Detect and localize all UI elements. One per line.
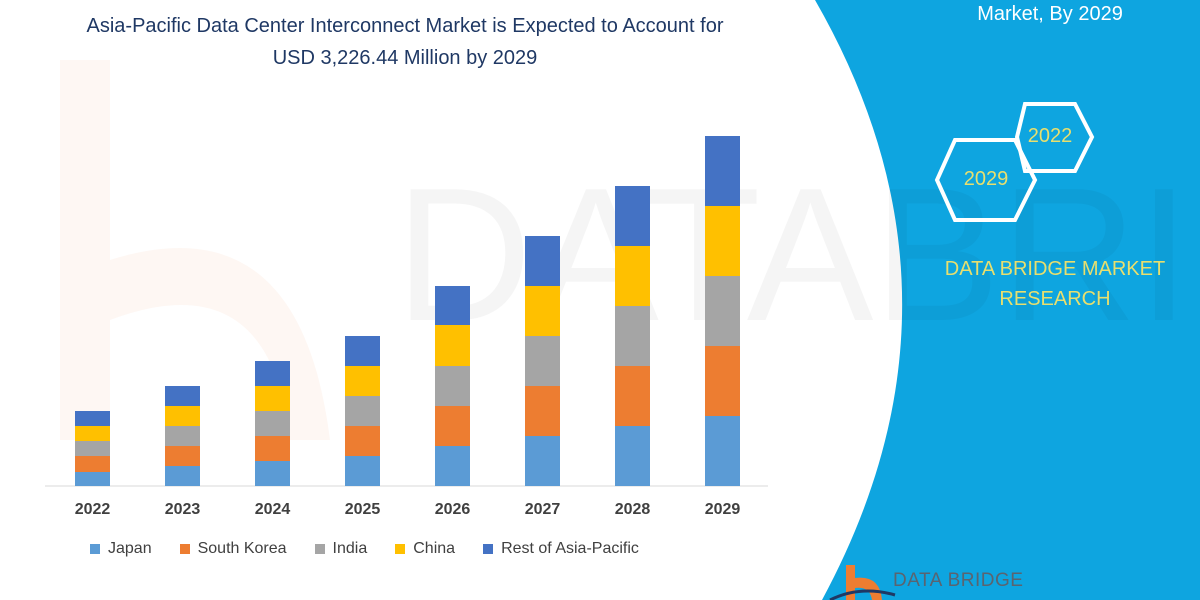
x-tick-label: 2027 xyxy=(524,501,561,518)
hex-2029 xyxy=(934,138,1038,222)
logo-text: DATA BRIDGE xyxy=(893,570,1024,591)
side-panel xyxy=(815,0,1200,600)
bar-2024-japan xyxy=(255,461,290,486)
watermark-logo xyxy=(60,60,330,440)
bar-2024-india xyxy=(255,411,290,436)
title-line-1: Asia-Pacific Data Center Interconnect Ma… xyxy=(86,15,724,37)
legend-label: South Korea xyxy=(197,540,287,557)
bar-2028-japan xyxy=(615,426,650,486)
x-tick-label: 2024 xyxy=(254,501,291,518)
bar-2028-india xyxy=(615,306,650,366)
bar-2029-china xyxy=(705,206,740,276)
bar-2022-japan xyxy=(75,472,110,486)
x-tick-label: 2023 xyxy=(164,501,201,518)
bar-2023-rest-of-asia-pacific xyxy=(165,386,200,406)
bar-2025-india xyxy=(345,396,380,426)
bar-2023-japan xyxy=(165,466,200,486)
bar-2027-south-korea xyxy=(525,386,560,436)
bar-2026-rest-of-asia-pacific xyxy=(435,286,470,325)
legend-label: Rest of Asia-Pacific xyxy=(501,540,639,557)
x-tick-label: 2026 xyxy=(434,501,471,518)
logo-icon xyxy=(829,565,896,600)
bar-2028-china xyxy=(615,246,650,306)
x-tick-label: 2022 xyxy=(74,501,111,518)
legend-swatch xyxy=(179,544,190,554)
bar-2027-china xyxy=(525,286,560,336)
legend-swatch xyxy=(483,544,494,554)
legend-item: Rest of Asia-Pacific xyxy=(483,540,639,558)
legend-item: China xyxy=(395,540,455,558)
x-tick-label: 2029 xyxy=(704,501,741,518)
legend-item: South Korea xyxy=(179,540,287,558)
bar-2027-india xyxy=(525,336,560,386)
bar-2024-china xyxy=(255,386,290,411)
legend-swatch xyxy=(314,544,325,554)
bar-2022-china xyxy=(75,426,110,441)
bar-2029-india xyxy=(705,276,740,346)
x-tick-label: 2028 xyxy=(614,501,651,518)
bar-2025-china xyxy=(345,366,380,396)
legend-item: India xyxy=(314,540,368,558)
bar-2022-south-korea xyxy=(75,456,110,472)
bar-2026-china xyxy=(435,325,470,366)
bar-2029-rest-of-asia-pacific xyxy=(705,136,740,206)
bar-2026-japan xyxy=(435,446,470,486)
bar-2027-rest-of-asia-pacific xyxy=(525,236,560,286)
bar-2029-japan xyxy=(705,416,740,486)
hex-2022 xyxy=(1014,102,1095,173)
bar-2025-rest-of-asia-pacific xyxy=(345,336,380,366)
title-line-2: USD 3,226.44 Million by 2029 xyxy=(272,47,538,69)
side-heading: Market, By 2029 xyxy=(977,3,1123,25)
bar-2023-china xyxy=(165,406,200,426)
chart-title: Asia-Pacific Data Center Interconnect Ma… xyxy=(20,10,790,74)
legend-swatch xyxy=(395,544,406,554)
bar-2023-india xyxy=(165,426,200,446)
bar-2028-rest-of-asia-pacific xyxy=(615,186,650,246)
x-tick-label: 2025 xyxy=(344,501,381,518)
bar-2024-south-korea xyxy=(255,436,290,461)
legend-label: Japan xyxy=(108,540,152,557)
bar-2029-south-korea xyxy=(705,346,740,416)
hex-label-2029: 2029 xyxy=(963,168,1009,190)
bar-2022-india xyxy=(75,441,110,456)
legend-label: India xyxy=(332,540,368,557)
bar-2028-south-korea xyxy=(615,366,650,426)
brand-text: DATA BRIDGE MARKET RESEARCH xyxy=(944,258,1166,310)
hex-label-2022: 2022 xyxy=(1027,125,1073,147)
bar-2026-india xyxy=(435,366,470,406)
legend-label: China xyxy=(413,540,456,557)
bar-2026-south-korea xyxy=(435,406,470,446)
legend-swatch xyxy=(90,544,100,554)
bar-2025-japan xyxy=(345,456,380,486)
legend: Japan South Korea India China Rest of Asia-P… xyxy=(90,540,667,558)
legend-item: Japan xyxy=(90,540,152,558)
bar-2024-rest-of-asia-pacific xyxy=(255,361,290,386)
bar-2027-japan xyxy=(525,436,560,486)
bar-2025-south-korea xyxy=(345,426,380,456)
bar-2022-rest-of-asia-pacific xyxy=(75,411,110,426)
bar-2023-south-korea xyxy=(165,446,200,466)
